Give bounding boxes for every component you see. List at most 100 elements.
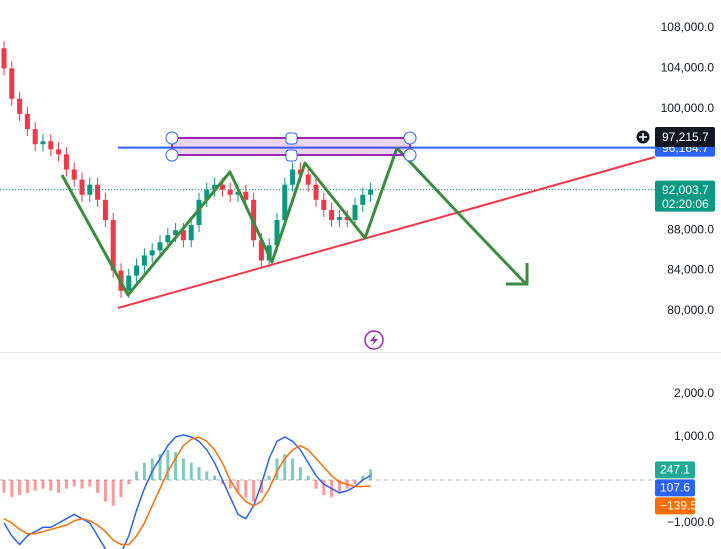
zigzag-pattern[interactable] bbox=[60, 146, 527, 297]
y-tick-label: 80,000.0 bbox=[667, 303, 714, 317]
signal-line bbox=[3, 436, 371, 546]
histogram-bar bbox=[291, 458, 295, 480]
histogram-bar bbox=[111, 479, 115, 506]
histogram-bar bbox=[252, 479, 256, 502]
y-tick-label: 108,000.0 bbox=[661, 20, 715, 34]
histogram-bar bbox=[96, 479, 100, 493]
candle-body bbox=[243, 191, 249, 200]
handle[interactable] bbox=[403, 148, 417, 162]
macd-label-box bbox=[655, 479, 695, 497]
candle-body bbox=[63, 154, 69, 170]
histogram-bar bbox=[298, 467, 302, 480]
histogram-bar bbox=[353, 479, 357, 485]
candle-body bbox=[95, 184, 101, 200]
price-axis: 80,000.084,000.088,000.092,000.096,000.0… bbox=[661, 20, 715, 529]
lightning bbox=[370, 334, 378, 346]
histogram-bar bbox=[10, 479, 14, 498]
histogram-bar bbox=[33, 479, 37, 491]
candle-body bbox=[32, 129, 38, 145]
y-tick-label: 100,000.0 bbox=[661, 101, 715, 115]
histogram-bar bbox=[314, 479, 318, 489]
candle-body bbox=[87, 184, 93, 195]
histogram-bar bbox=[322, 479, 326, 496]
histogram-bar bbox=[49, 479, 53, 491]
histogram-bar bbox=[25, 479, 29, 493]
histogram-bar bbox=[18, 479, 22, 496]
macd-plot bbox=[0, 434, 655, 549]
trend-line[interactable] bbox=[117, 156, 656, 309]
candle-body bbox=[336, 217, 342, 221]
candle-body bbox=[48, 141, 54, 150]
handle[interactable] bbox=[165, 148, 179, 162]
histogram-bar bbox=[275, 458, 279, 480]
histogram-bar bbox=[306, 475, 310, 480]
candle-body bbox=[9, 68, 15, 99]
candle-body bbox=[344, 217, 350, 221]
histogram-bar bbox=[80, 479, 84, 489]
candle-body bbox=[368, 189, 374, 195]
histogram-bar bbox=[205, 471, 209, 480]
candle-body bbox=[165, 235, 171, 243]
candle-body bbox=[134, 265, 140, 276]
price-pane bbox=[0, 41, 655, 298]
handle[interactable] bbox=[285, 149, 298, 162]
macd-line bbox=[3, 434, 371, 549]
candle-body bbox=[173, 230, 179, 236]
histogram-bar bbox=[228, 479, 232, 489]
candle-body bbox=[79, 179, 85, 195]
candle-body bbox=[1, 48, 7, 69]
price-labels: 96,164.797,215.792,003.702:20:06247.1107… bbox=[635, 126, 715, 515]
histogram-bar bbox=[181, 458, 185, 480]
candle-body bbox=[56, 149, 62, 155]
histogram-bar bbox=[135, 471, 139, 480]
histogram-bar bbox=[369, 469, 373, 480]
histogram-bar bbox=[213, 475, 217, 480]
histogram-bar bbox=[283, 454, 287, 480]
histogram-bar bbox=[72, 479, 76, 487]
histogram-bar bbox=[119, 479, 123, 498]
y-tick-label: 1,000.0 bbox=[674, 429, 714, 443]
candle-body bbox=[71, 169, 77, 180]
candle-body bbox=[258, 240, 264, 261]
y-tick-label: 84,000.0 bbox=[667, 263, 714, 277]
handle[interactable] bbox=[165, 131, 179, 145]
histogram-bar bbox=[337, 479, 341, 493]
candle-body bbox=[24, 113, 30, 130]
y-tick-label: −1,000.0 bbox=[667, 515, 714, 529]
histogram-bar bbox=[244, 479, 248, 498]
signal-label-box bbox=[655, 497, 695, 515]
candle-body bbox=[329, 209, 335, 221]
candle-body bbox=[102, 199, 108, 221]
candle-body bbox=[313, 184, 319, 200]
candle-body bbox=[157, 242, 163, 251]
candle-body bbox=[188, 225, 194, 241]
candle-body bbox=[227, 189, 233, 195]
histogram-last-label: 247.1 bbox=[660, 463, 690, 477]
crosshair-label: 97,215.7 bbox=[662, 130, 709, 144]
histogram-bar bbox=[127, 479, 131, 485]
candle-body bbox=[282, 184, 288, 221]
histogram-bar bbox=[236, 479, 240, 493]
histogram-bar bbox=[2, 479, 6, 493]
handle[interactable] bbox=[285, 132, 298, 145]
candle-body bbox=[196, 199, 202, 226]
candle-body bbox=[352, 204, 358, 221]
candle-body bbox=[360, 194, 366, 205]
histogram-bar bbox=[142, 462, 146, 480]
histogram-bar bbox=[41, 479, 45, 489]
histogram-bar bbox=[103, 479, 107, 502]
y-tick-label: 2,000.0 bbox=[674, 386, 714, 400]
candle-body bbox=[126, 275, 132, 291]
candle-body bbox=[297, 169, 303, 175]
histogram-bar bbox=[166, 449, 170, 480]
y-tick-label: 104,000.0 bbox=[661, 61, 715, 75]
handle[interactable] bbox=[403, 131, 417, 145]
histogram-bar bbox=[189, 462, 193, 480]
candle-body bbox=[305, 174, 311, 185]
histogram-bar bbox=[57, 479, 61, 493]
candle-body bbox=[212, 184, 218, 190]
candle-body bbox=[141, 255, 147, 266]
last-price-box bbox=[655, 180, 715, 212]
candle-body bbox=[274, 220, 280, 246]
histogram-bar bbox=[361, 475, 365, 480]
